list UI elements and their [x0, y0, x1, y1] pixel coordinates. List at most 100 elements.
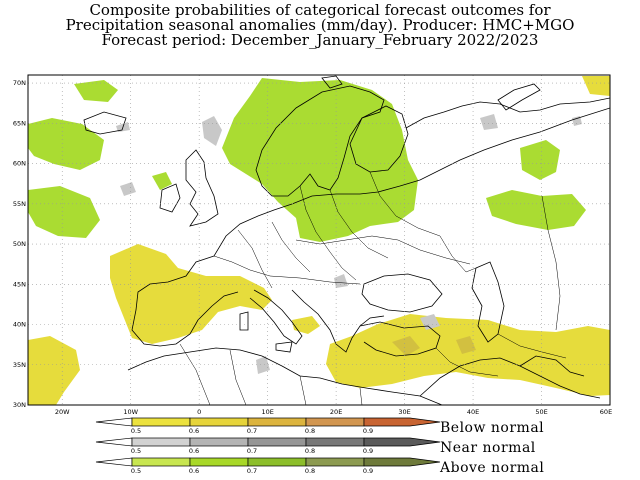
longitude-tick-label: 0 [197, 408, 201, 416]
coast-ireland [159, 183, 181, 213]
legend-above-tick-label: 0.9 [363, 467, 373, 475]
legend-below-swatch [247, 417, 307, 427]
legend-near-tick-label: 0.9 [363, 447, 373, 455]
longitude-tick-label: 10W [123, 408, 138, 416]
coastlines [83, 75, 610, 405]
border-line-12 [359, 387, 363, 405]
coast-persian-gulf [519, 355, 585, 377]
longitude-tick-label: 20E [330, 408, 342, 416]
legend-near-tick-label: 0.8 [305, 447, 315, 455]
border-line-2 [329, 189, 389, 259]
latitude-tick-label: 60N [13, 160, 26, 168]
legend-above-swatch [363, 457, 441, 467]
coast-black-sea [361, 273, 443, 313]
border-line-9 [179, 343, 211, 405]
legend-near-arrow-left [95, 437, 133, 447]
above-normal-region-west-siberia [486, 190, 586, 230]
coast-iceland [83, 111, 127, 135]
map-frame [27, 74, 611, 406]
legend-below-swatch [131, 417, 191, 427]
legend-near-swatch [189, 437, 249, 447]
border-line-11 [299, 375, 307, 405]
border-line-3 [369, 171, 441, 237]
border-line-4 [237, 229, 273, 289]
below-normal-region-black-sea [292, 316, 320, 334]
coast-novaya-zemlya [497, 83, 541, 111]
legend: 0.5 0.6 0.7 0.8 0.9 0.5 0.6 0.7 0.8 0.9 0.5 0.6 0.7 0… [95, 417, 441, 475]
legend-above-tick-label: 0.5 [131, 467, 141, 475]
legend-near-tick-label: 0.5 [131, 447, 141, 455]
border-line-13 [435, 347, 499, 377]
border-line-10 [229, 349, 247, 405]
legend-label-above-normal: Above normal [440, 460, 545, 476]
border-line-7 [295, 235, 471, 265]
legend-above-swatch [131, 457, 191, 467]
latitude-tick-label: 35N [13, 361, 26, 369]
coast-caspian [471, 261, 505, 343]
legend-above-swatch [189, 457, 249, 467]
legend-above-swatch [305, 457, 365, 467]
coast-italy [249, 289, 303, 345]
coast-arctic-russia [405, 97, 610, 129]
below-normal-region-iberia-atlantic [110, 244, 272, 344]
coast-france-iberia [131, 255, 239, 347]
longitude-tick-label: 50E [535, 408, 547, 416]
coast-turkey [359, 321, 441, 357]
above-normal-region-greenland [74, 80, 118, 102]
legend-near-swatch [305, 437, 365, 447]
above-normal-region-scandinavia [222, 78, 418, 242]
legend-below-tick-label: 0.9 [363, 427, 373, 435]
title-line-2: Precipitation seasonal anomalies (mm/day… [65, 16, 575, 34]
longitude-tick-label: 60E [600, 408, 612, 416]
legend-below-swatch [305, 417, 365, 427]
coast-sicily [275, 341, 293, 353]
latitude-tick-label: 55N [13, 200, 26, 208]
legend-below-swatch [189, 417, 249, 427]
above-normal-region-small [152, 172, 172, 190]
below-normal-dark-spot-2 [456, 336, 476, 354]
coast-balkans [291, 289, 385, 353]
coast-finland [349, 105, 409, 173]
longitude-tick-label: 40E [467, 408, 479, 416]
near-normal-spot-4 [120, 182, 136, 196]
latitude-tick-label: 70N [13, 79, 26, 87]
legend-below-arrow-left [95, 417, 133, 427]
above-normal-region-iceland-sea [28, 186, 100, 238]
legend-above-arrow-left [95, 457, 133, 467]
latitude-tick-label: 40N [13, 321, 26, 329]
latitude-tick-label: 45N [13, 280, 26, 288]
legend-below-tick-label: 0.7 [247, 427, 257, 435]
legend-above-tick-label: 0.6 [189, 467, 199, 475]
title-line-1: Composite probabilities of categorical f… [89, 1, 551, 19]
legend-label-near-normal: Near normal [440, 440, 536, 456]
longitude-tick-label: 10E [261, 408, 273, 416]
legend-below-tick-label: 0.5 [131, 427, 141, 435]
below-normal-dark-spot-1 [392, 336, 420, 356]
near-normal-spot-8 [572, 116, 582, 126]
border-line-14 [497, 333, 567, 359]
longitude-labels: 20W 10W 0 10E 20E 30E 40E 50E 60E [55, 408, 612, 416]
latitude-tick-label: 50N [13, 240, 26, 248]
below-normal-region-west-africa [28, 336, 80, 405]
above-normal-region-north-atlantic [28, 118, 104, 170]
latitude-labels: 70N 65N 60N 55N 50N 45N 40N 35N 30N [13, 79, 26, 409]
border-line-5 [271, 221, 311, 273]
coast-svalbard [321, 75, 343, 89]
near-normal-spot-5 [256, 356, 270, 374]
legend-near-tick-label: 0.7 [247, 447, 257, 455]
legend-near-swatch [247, 437, 307, 447]
legend-above-tick-label: 0.7 [247, 467, 257, 475]
border-line-6 [213, 255, 361, 285]
country-borders [179, 171, 567, 405]
below-normal-region-arctic [582, 76, 610, 96]
border-line-1 [299, 185, 357, 281]
above-normal-region-urals [520, 140, 560, 180]
near-normal-spot-3 [480, 114, 498, 130]
coast-north-africa [127, 347, 443, 405]
longitude-tick-label: 30E [398, 408, 410, 416]
legend-near-swatch [131, 437, 191, 447]
legend-above-swatch [247, 457, 307, 467]
legend-label-below-normal: Below normal [440, 420, 545, 436]
latitude-tick-label: 30N [13, 401, 26, 409]
coast-arabia [419, 357, 601, 399]
